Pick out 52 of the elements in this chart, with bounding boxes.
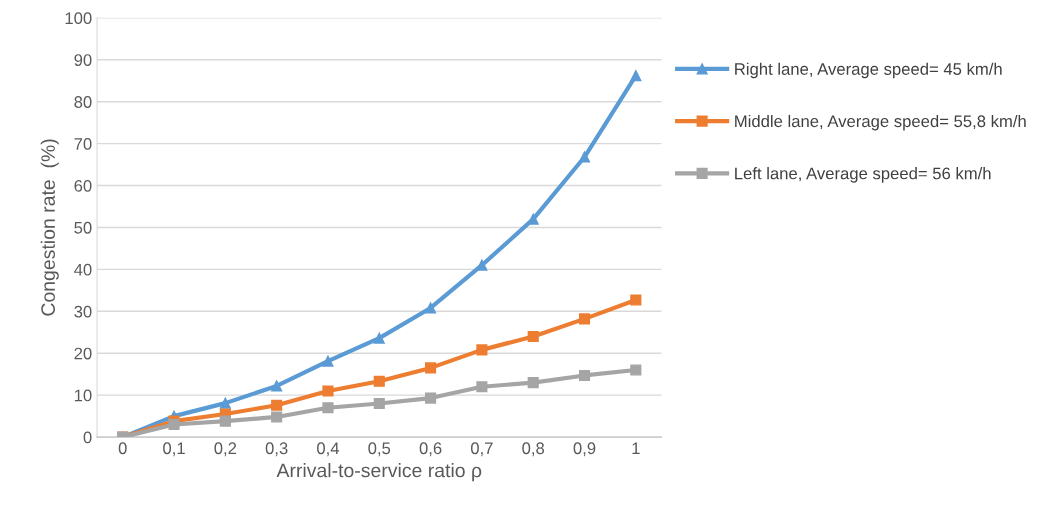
y-tick-label: 10 xyxy=(74,389,92,402)
point xyxy=(322,355,334,367)
point xyxy=(219,397,231,409)
point xyxy=(425,362,437,374)
point xyxy=(322,385,334,397)
y-tick-label: 30 xyxy=(74,305,92,318)
point xyxy=(527,377,539,389)
point xyxy=(373,375,385,387)
point xyxy=(425,392,437,404)
point xyxy=(219,415,231,427)
y-tick-label: 100 xyxy=(65,12,92,25)
x-tick-label: 1 xyxy=(632,442,640,455)
y-tick-label: 50 xyxy=(74,221,92,234)
y-axis-title: Congestion rate (%) xyxy=(40,139,59,316)
point xyxy=(322,402,334,414)
x-tick-label: 0,5 xyxy=(368,442,391,457)
y-tick-label: 80 xyxy=(74,96,92,108)
x-tick-label: 0,3 xyxy=(265,442,288,457)
point xyxy=(425,302,437,314)
legend-label: Middle lane, Average speed= 55,8 km/h xyxy=(735,114,1026,131)
point xyxy=(476,344,488,356)
point xyxy=(630,70,642,82)
point xyxy=(527,330,539,343)
x-tick-label: 0,7 xyxy=(470,442,493,457)
y-tick-label: 0 xyxy=(83,431,92,444)
x-tick-label: 0,2 xyxy=(214,442,237,457)
point xyxy=(271,399,283,411)
y-tick-label: 60 xyxy=(74,179,92,192)
legend-label: Left lane, Average speed= 56 km/h xyxy=(735,167,991,183)
x-tick-label: 0 xyxy=(118,442,127,455)
y-tick-label: 40 xyxy=(74,263,92,276)
x-axis-title: Arrival-to-service ratio ρ xyxy=(276,463,482,482)
point xyxy=(271,380,283,392)
x-tick-label: 0,4 xyxy=(317,442,340,457)
point xyxy=(373,332,385,344)
point xyxy=(578,151,591,163)
legend-label: Right lane, Average speed= 45 km/h xyxy=(735,62,1002,79)
point xyxy=(578,313,591,325)
x-tick-label: 0,6 xyxy=(419,442,442,457)
x-tick-label: 0,9 xyxy=(573,442,596,457)
y-tick-label: 20 xyxy=(74,347,92,360)
y-tick-label: 90 xyxy=(74,54,92,66)
point xyxy=(630,294,642,306)
point xyxy=(271,411,283,423)
x-tick-label: 0,1 xyxy=(163,442,185,457)
y-tick-label: 70 xyxy=(74,138,92,150)
point xyxy=(476,381,488,393)
x-tick-label: 0,8 xyxy=(522,442,545,457)
point xyxy=(168,418,180,431)
point xyxy=(373,397,385,410)
point xyxy=(630,364,642,376)
point xyxy=(578,369,591,382)
